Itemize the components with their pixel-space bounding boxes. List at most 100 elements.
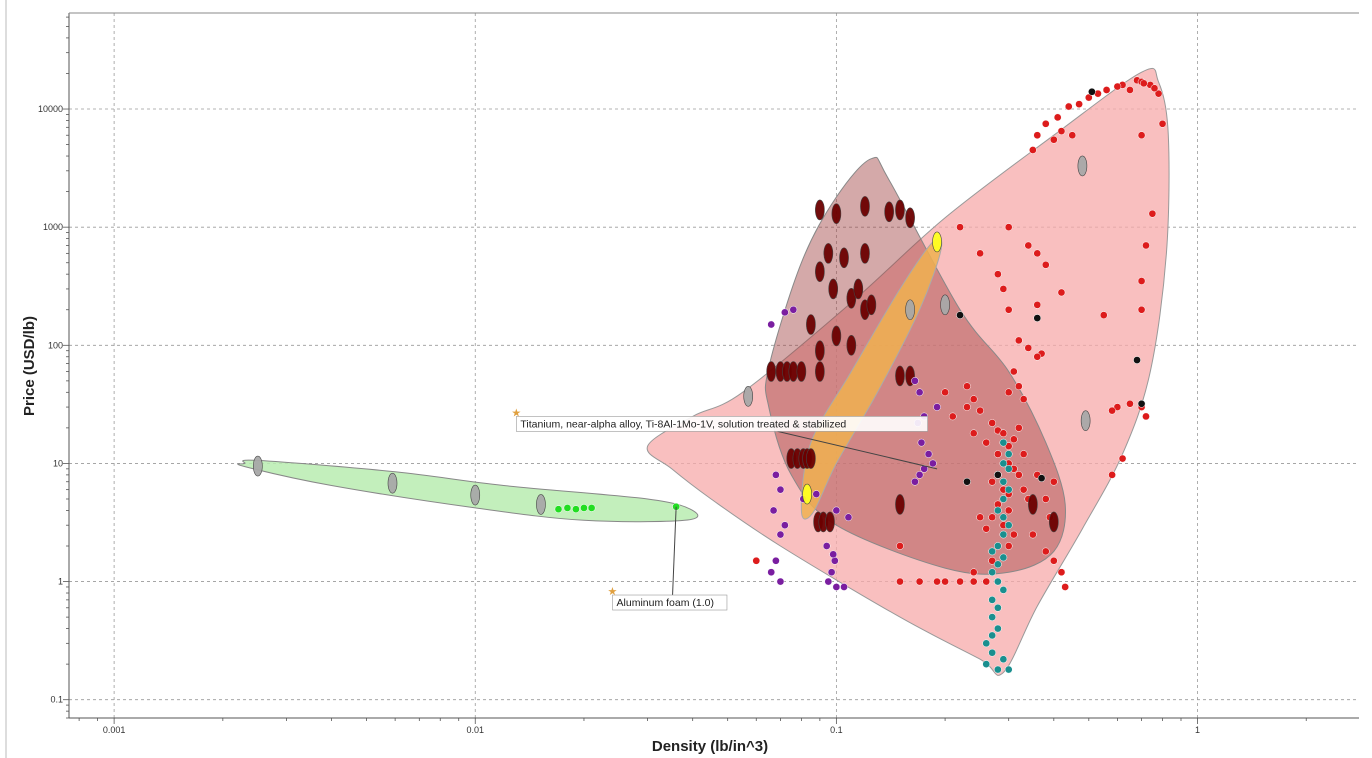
data-point [895,199,905,221]
data-point [806,314,816,335]
data-point [915,388,924,397]
x-tick-label: 0.1 [830,725,843,735]
y-tick-label: 1000 [43,222,63,232]
data-point [1004,450,1013,458]
y-axis-label: Price (USD/lb) [21,316,38,416]
y-tick-label: 100 [48,340,63,350]
data-point [969,568,978,577]
data-point [815,199,825,221]
data-point [1009,435,1018,444]
data-point [999,530,1008,539]
annotation-text: Titanium, near-alpha alloy, Ti-8Al-1Mo-1… [520,418,846,430]
data-point [1057,127,1066,135]
data-point [1014,471,1023,479]
data-point [1014,336,1023,345]
data-point [536,494,546,515]
y-tick-label: 1 [58,577,63,587]
data-point [772,556,780,565]
data-point [1118,454,1127,463]
data-point [1080,410,1091,432]
data-point [1009,530,1018,539]
data-point [829,550,838,559]
data-point [1108,471,1116,479]
data-point [830,556,839,565]
data-point [831,203,842,225]
data-point [1037,474,1046,483]
data-point [1154,89,1163,98]
x-tick-label: 0.01 [466,725,484,735]
annotations: Titanium, near-alpha alloy, Ti-8Al-1Mo-1… [511,406,938,611]
data-point [824,577,833,586]
x-tick-label: 0.001 [103,725,126,735]
data-point [554,505,563,514]
data-point [1019,485,1028,494]
data-point [988,568,997,577]
data-point [812,490,821,498]
data-point [884,201,894,223]
data-point [969,429,978,438]
data-point [1033,249,1042,258]
data-point [982,438,991,447]
data-point [988,547,997,556]
data-point [831,325,842,347]
data-point [994,603,1002,612]
data-point [1108,406,1116,415]
data-point [920,464,929,473]
data-point [1004,521,1013,530]
data-point [1019,450,1028,458]
data-point [1033,131,1042,140]
data-point [253,455,263,477]
data-point [994,542,1002,550]
data-point [1014,382,1023,391]
data-point [940,294,950,316]
data-point [976,513,984,522]
data-point [1148,209,1157,218]
data-point [895,494,905,515]
data-point [1049,511,1059,533]
data-point [1102,86,1111,94]
data-point [1150,84,1159,93]
data-point [1139,79,1148,88]
data-point [866,294,877,316]
data-point [823,243,834,264]
data-point [806,448,816,469]
data-point [1113,82,1122,91]
data-point [1049,556,1058,565]
data-point [988,596,997,604]
data-point [796,361,807,382]
data-point [956,223,964,232]
data-point [832,583,841,591]
data-point [767,320,776,329]
data-point [896,577,904,586]
data-point [1004,485,1013,494]
data-point [999,477,1008,486]
data-point [999,655,1008,664]
data-point [840,583,848,591]
data-point [853,278,864,300]
axes [68,12,1359,719]
data-point [1033,300,1042,309]
data-point [988,631,997,640]
data-point [895,365,905,387]
data-point [815,361,825,382]
data-point [969,577,978,586]
star-icon: ★ [608,585,618,598]
data-point [1004,542,1013,550]
data-point [1126,86,1134,94]
data-point [982,524,991,533]
data-point [915,577,924,586]
data-point [1158,119,1167,128]
data-point [1053,113,1062,122]
data-point [905,207,915,229]
y-tick-label: 0.1 [50,695,63,705]
data-point [932,231,942,253]
data-point [1057,288,1066,297]
data-point [789,305,798,314]
data-point [825,511,835,533]
data-point [387,472,398,494]
data-point [1137,399,1146,408]
data-point [1033,314,1042,322]
data-point [969,395,978,404]
data-point [1004,442,1013,451]
data-point [1004,305,1013,314]
